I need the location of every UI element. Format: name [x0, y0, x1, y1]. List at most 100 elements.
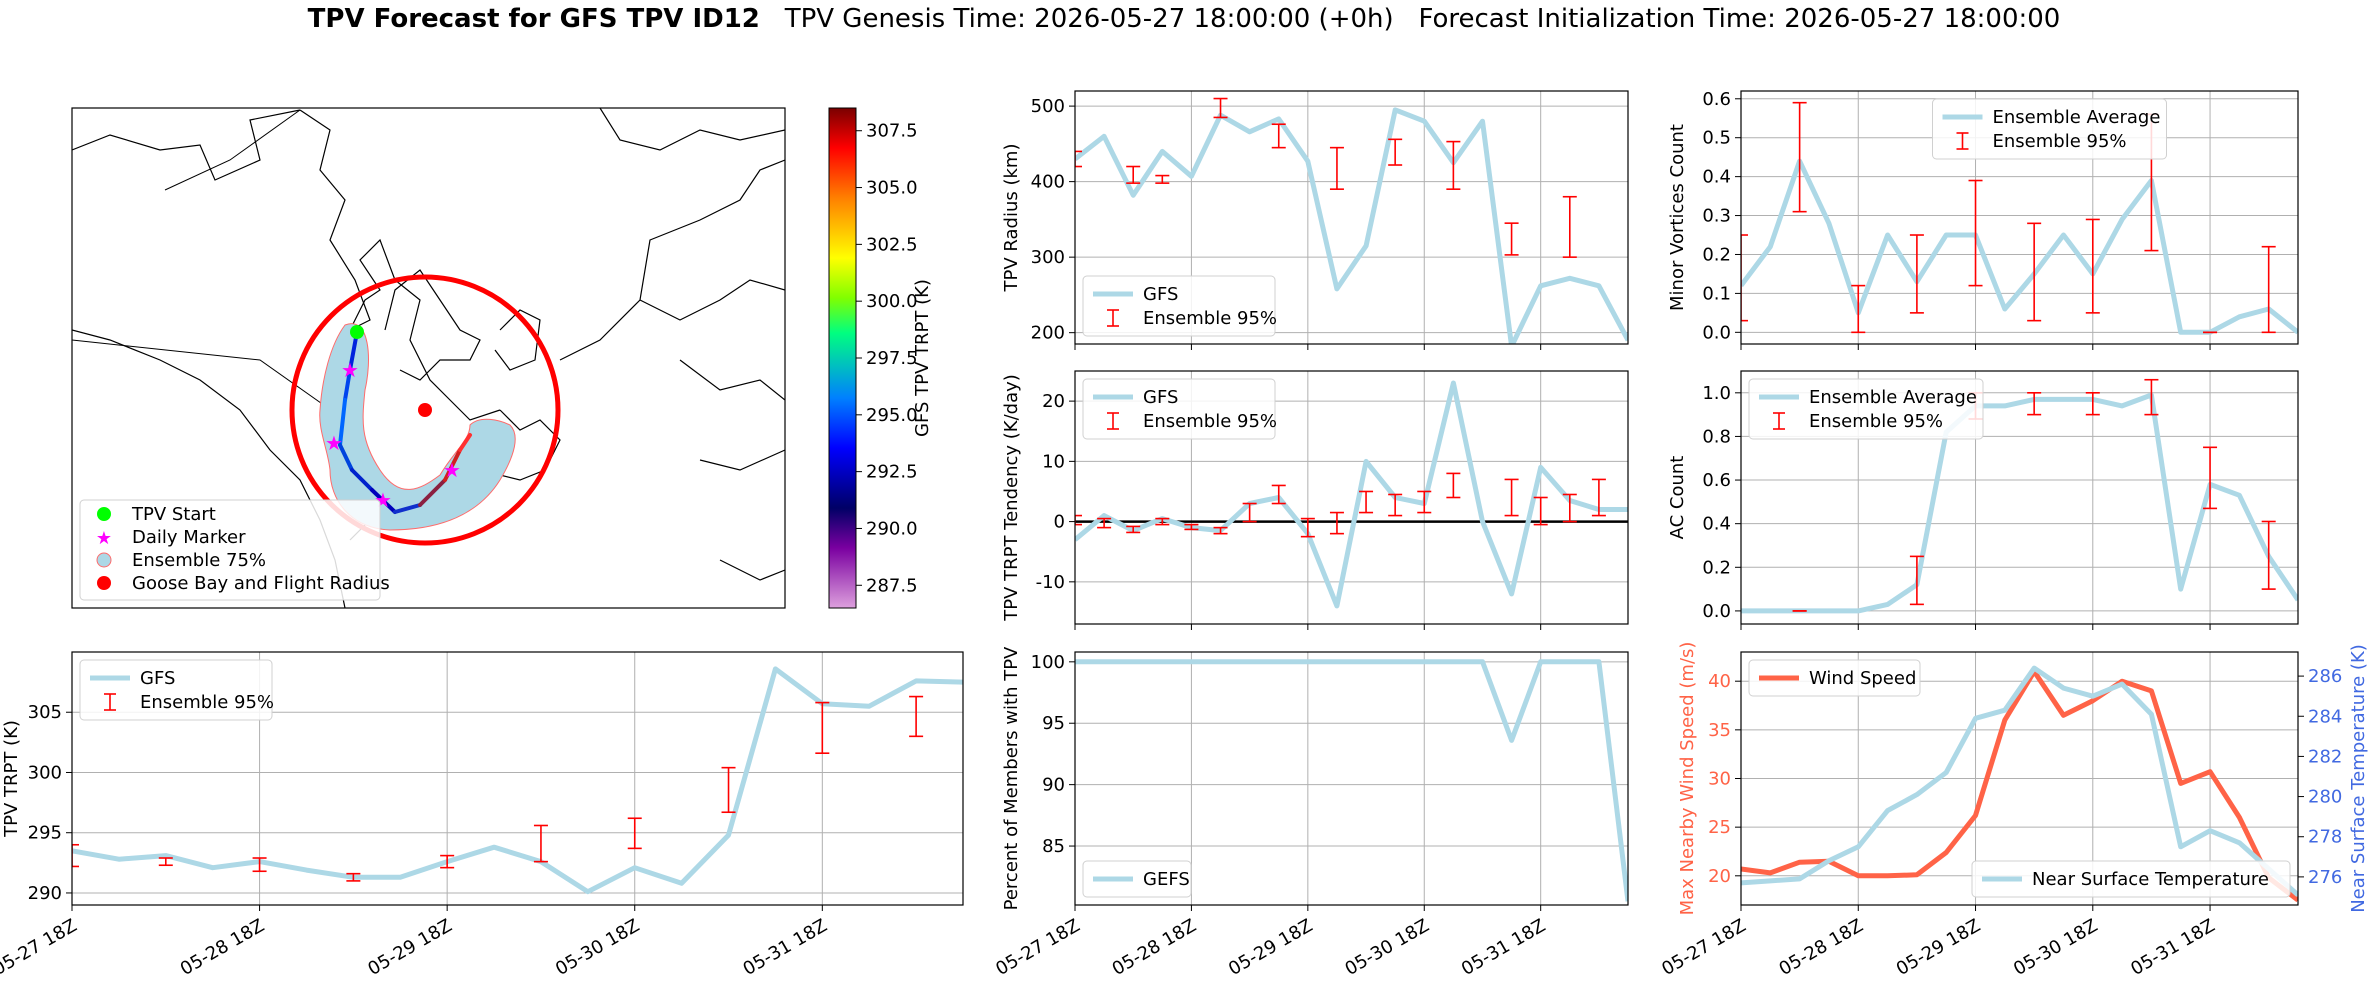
- legend-label: Daily Marker: [132, 527, 246, 548]
- y-tick-label: 100: [1031, 652, 1065, 673]
- y-tick-label: 25: [1708, 817, 1731, 838]
- errorbar: [2085, 218, 2100, 314]
- x-tick-label: 05-28 18Z: [1109, 915, 1200, 980]
- y-tick-label: -10: [1036, 572, 1065, 593]
- tpv-start-marker: [350, 325, 364, 339]
- axes-frame: [1074, 370, 1629, 625]
- errorbar: [1300, 517, 1315, 538]
- y-tick-label: 300: [28, 762, 62, 783]
- series-line-gfs: [72, 666, 963, 895]
- axes-frame: [1740, 90, 2299, 345]
- y-tick-label: 0.4: [1702, 167, 1731, 188]
- ensemble-75-area: [319, 323, 516, 531]
- x-tick-label: 05-27 18Z: [1658, 915, 1749, 980]
- y-tick-label: 0.1: [1702, 283, 1731, 304]
- x-tick-label: 05-27 18Z: [0, 915, 81, 980]
- errorbar: [1909, 555, 1924, 606]
- legend-label: GFS: [140, 668, 175, 689]
- errorbar: [1126, 165, 1141, 184]
- coastline: [639, 279, 785, 321]
- x-tick-label: 05-28 18Z: [1775, 915, 1866, 980]
- legend: Near Surface Temperature: [1971, 860, 2291, 898]
- errorbar: [815, 701, 830, 755]
- legend: GFS Ensemble 95%: [79, 659, 274, 721]
- legend-label: Ensemble 95%: [1993, 131, 2127, 152]
- series-line-gfs: [1075, 107, 1628, 344]
- errorbar: [1562, 195, 1577, 258]
- panel-trpt: 290 295 300 305 TPV TRPT (K) 05-27 18Z 05-28 1…: [0, 651, 964, 980]
- x-tick-label: 05-31 18Z: [2127, 915, 2218, 980]
- legend-label: Near Surface Temperature: [2032, 869, 2269, 890]
- y-axis-label: TPV TRPT Tendency (K/day): [1001, 374, 1022, 622]
- errorbar: [2261, 520, 2276, 590]
- series-line-near-surface-temperature: [1741, 665, 2298, 897]
- panel-wind: 20 25 30 35 40 Max Nearby Wind Speed (m/s) 276…: [1658, 642, 2368, 980]
- x-tick-label: 05-30 18Z: [1341, 915, 1432, 980]
- errorbar: [1075, 514, 1082, 526]
- errorbar: [1271, 484, 1286, 505]
- y-tick-label: 300: [1031, 247, 1065, 268]
- errorbar: [1388, 138, 1403, 166]
- y-tick-label: 95: [1042, 713, 1065, 734]
- errorbar: [1155, 174, 1170, 184]
- y-tick-label: 0.0: [1702, 322, 1731, 343]
- y-right-tick-label: 282: [2308, 746, 2342, 767]
- errorbar: [2027, 392, 2042, 416]
- map-frame: [71, 107, 786, 609]
- y-axis-label: TPV TRPT (K): [1, 720, 22, 838]
- errorbar: [1446, 140, 1461, 190]
- y-right-tick-label: 278: [2308, 827, 2342, 848]
- legend-goose-icon: [97, 576, 111, 590]
- y-axis-label: TPV Radius (km): [1001, 144, 1022, 293]
- errorbar: [1213, 97, 1228, 119]
- errorbar: [252, 857, 267, 873]
- y-tick-label: 20: [1042, 391, 1065, 412]
- y-tick-label: 290: [28, 883, 62, 904]
- colorbar-bar: [828, 107, 857, 609]
- errorbar: [1359, 490, 1374, 514]
- plot-area: [72, 666, 963, 895]
- x-tick-label: 05-28 18Z: [177, 915, 268, 980]
- plot-area: [1075, 97, 1628, 344]
- legend: Ensemble Average Ensemble 95%: [1748, 378, 1984, 440]
- errorbar: [1533, 496, 1548, 526]
- y-tick-label: 0.2: [1702, 244, 1731, 265]
- daily-marker: ★: [341, 358, 359, 382]
- y-tick-label: 295: [28, 823, 62, 844]
- y-tick-label: 305: [28, 702, 62, 723]
- legend-label: GEFS: [1143, 869, 1190, 890]
- errorbar: [1075, 150, 1082, 168]
- legend-ensemble-icon: [96, 552, 112, 568]
- legend-label: Ensemble 95%: [1809, 411, 1943, 432]
- y-tick-label: 200: [1031, 323, 1065, 344]
- errorbar: [1968, 179, 1983, 287]
- errorbar: [1504, 222, 1519, 256]
- y-tick-label: 85: [1042, 836, 1065, 857]
- title-main: TPV Forecast for GFS TPV ID12: [307, 4, 760, 34]
- colorbar: 287.5 290.0 292.5 295.0 297.5 300.0 302.5 305.0…: [828, 107, 933, 609]
- plot-area: [1741, 101, 2298, 335]
- tpv-track-segment: [350, 468, 374, 492]
- border-line: [164, 109, 301, 191]
- legend-box: [1082, 378, 1276, 440]
- colorbar-tick-label: 290.0: [866, 518, 918, 539]
- y-right-tick-label: 286: [2308, 666, 2342, 687]
- y-right-tick-label: 284: [2308, 706, 2342, 727]
- errorbar: [1851, 284, 1866, 334]
- y-right-tick-label: 280: [2308, 787, 2342, 808]
- errorbar: [2027, 222, 2042, 322]
- x-tick-label: 05-30 18Z: [552, 915, 643, 980]
- errorbar: [721, 766, 736, 814]
- legend: GFS Ensemble 95%: [1082, 378, 1277, 440]
- errorbar: [1562, 493, 1577, 523]
- errorbar: [627, 817, 642, 850]
- colorbar-tick-label: 307.5: [866, 121, 918, 142]
- flight-radius-circle: [289, 274, 561, 546]
- errorbar: [440, 854, 455, 869]
- x-tick-label: 05-30 18Z: [2010, 915, 2101, 980]
- errorbar: [2085, 392, 2100, 416]
- colorbar-tick-label: 297.5: [866, 348, 918, 369]
- coastline: [72, 109, 301, 181]
- errorbar: [1504, 478, 1519, 517]
